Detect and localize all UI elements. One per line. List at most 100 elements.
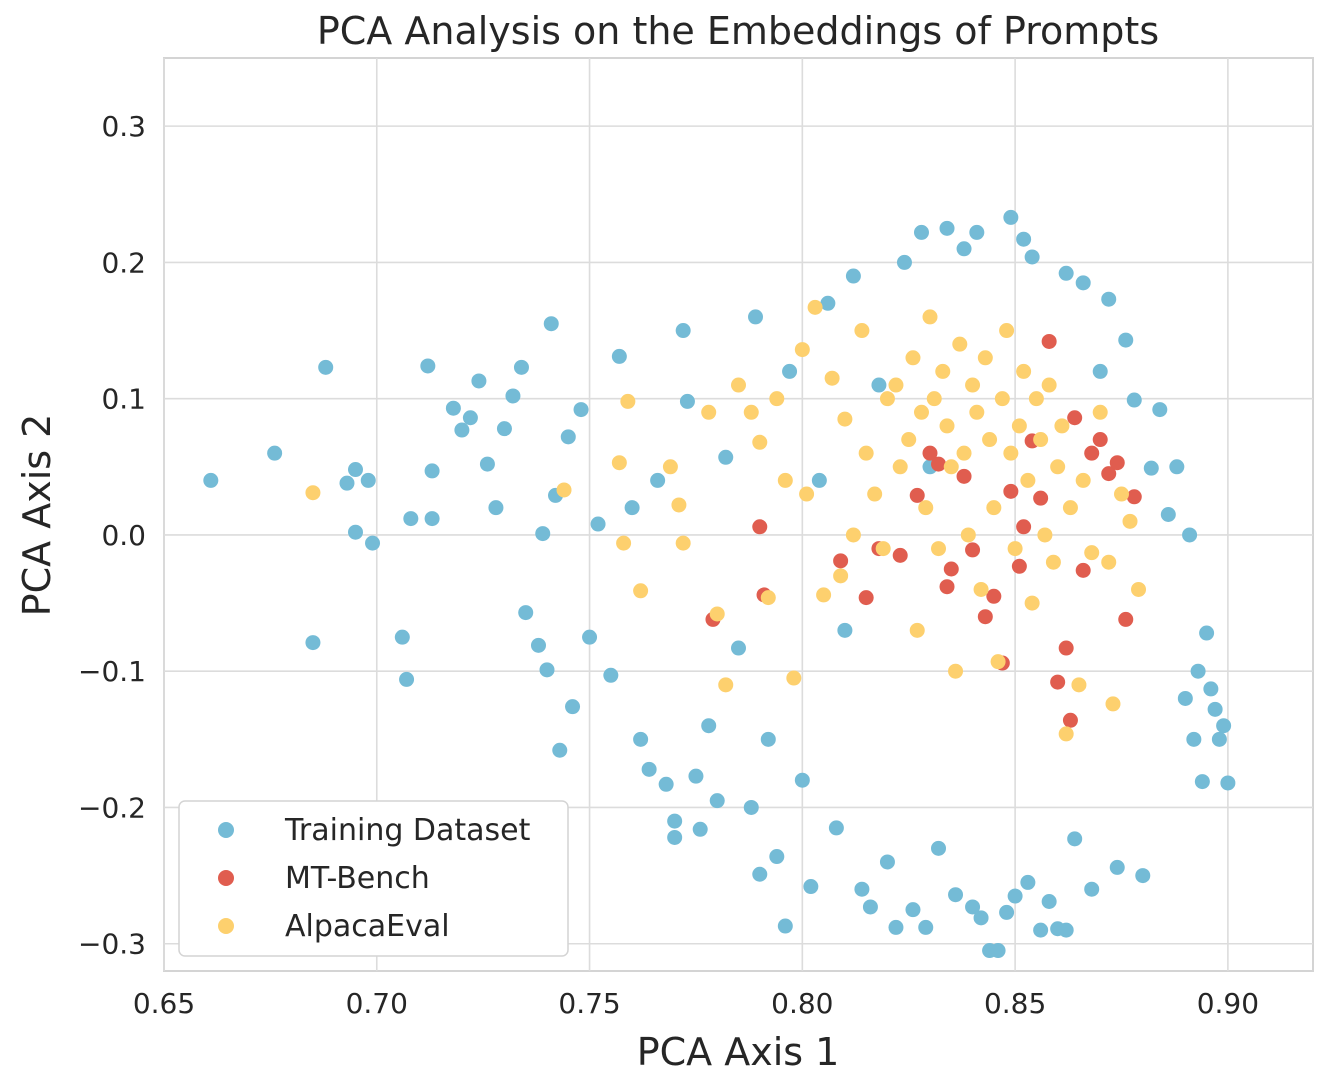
point-alpacaeval — [1062, 500, 1078, 516]
point-training-dataset — [1216, 718, 1232, 734]
point-training-dataset — [782, 363, 798, 379]
point-training-dataset — [965, 899, 981, 915]
point-training-dataset — [267, 445, 283, 461]
point-mt-bench — [1058, 640, 1074, 656]
point-alpacaeval — [1054, 418, 1070, 434]
point-alpacaeval — [888, 377, 904, 393]
point-alpacaeval — [709, 606, 725, 622]
point-alpacaeval — [1114, 486, 1129, 502]
point-training-dataset — [611, 348, 627, 364]
point-alpacaeval — [948, 663, 964, 679]
point-mt-bench — [943, 561, 959, 577]
point-training-dataset — [1220, 775, 1236, 791]
legend-marker-training-dataset — [218, 822, 234, 838]
point-alpacaeval — [794, 342, 810, 358]
point-training-dataset — [709, 793, 725, 809]
point-training-dataset — [365, 535, 381, 551]
point-alpacaeval — [786, 670, 802, 686]
point-training-dataset — [1058, 922, 1074, 938]
point-training-dataset — [1152, 402, 1168, 418]
point-training-dataset — [777, 918, 793, 934]
y-tick-label: −0.3 — [78, 928, 146, 961]
point-training-dataset — [1199, 625, 1215, 641]
point-alpacaeval — [977, 350, 993, 366]
point-training-dataset — [403, 511, 419, 527]
point-alpacaeval — [1071, 677, 1087, 693]
point-training-dataset — [667, 813, 683, 829]
point-training-dataset — [603, 667, 619, 683]
point-mt-bench — [939, 579, 955, 595]
point-mt-bench — [1092, 432, 1108, 448]
point-training-dataset — [1007, 888, 1023, 904]
point-alpacaeval — [1131, 581, 1147, 597]
point-alpacaeval — [1016, 363, 1032, 379]
legend: Training Dataset MT-Bench AlpacaEval — [178, 800, 569, 957]
point-training-dataset — [530, 637, 546, 653]
point-alpacaeval — [1024, 595, 1040, 611]
point-alpacaeval — [769, 391, 785, 407]
point-training-dataset — [1135, 868, 1151, 884]
point-training-dataset — [888, 919, 904, 935]
point-training-dataset — [539, 662, 555, 678]
point-alpacaeval — [939, 418, 955, 434]
point-training-dataset — [462, 410, 478, 426]
y-tick-label: 0.1 — [101, 383, 146, 416]
point-alpacaeval — [1084, 545, 1100, 561]
point-alpacaeval — [743, 404, 759, 420]
point-mt-bench — [1011, 558, 1027, 574]
point-mt-bench — [1050, 674, 1066, 690]
legend-marker-alpacaeval — [218, 918, 234, 934]
point-alpacaeval — [611, 455, 627, 471]
point-alpacaeval — [905, 350, 921, 366]
point-training-dataset — [905, 902, 921, 918]
point-alpacaeval — [816, 587, 832, 603]
point-alpacaeval — [973, 581, 989, 597]
x-tick-label: 0.80 — [771, 987, 833, 1020]
point-alpacaeval — [969, 404, 985, 420]
point-training-dataset — [1041, 894, 1057, 910]
point-training-dataset — [1177, 690, 1193, 706]
point-alpacaeval — [986, 500, 1002, 516]
point-training-dataset — [969, 224, 985, 240]
point-training-dataset — [535, 526, 551, 542]
point-mt-bench — [956, 468, 972, 484]
point-training-dataset — [1160, 507, 1176, 522]
point-training-dataset — [399, 671, 415, 687]
point-alpacaeval — [879, 391, 895, 407]
point-mt-bench — [965, 542, 981, 558]
point-alpacaeval — [799, 486, 815, 502]
point-training-dataset — [913, 224, 929, 240]
point-training-dataset — [854, 881, 870, 897]
point-training-dataset — [348, 462, 363, 478]
point-mt-bench — [1003, 483, 1019, 499]
point-training-dataset — [990, 943, 1006, 959]
point-alpacaeval — [854, 323, 870, 339]
point-training-dataset — [743, 799, 759, 815]
point-training-dataset — [948, 887, 964, 903]
point-alpacaeval — [913, 404, 929, 420]
point-mt-bench — [931, 456, 947, 472]
point-alpacaeval — [918, 500, 934, 516]
point-alpacaeval — [752, 434, 768, 450]
point-training-dataset — [513, 359, 529, 375]
legend-label-training-dataset: Training Dataset — [284, 813, 531, 848]
point-training-dataset — [560, 429, 576, 445]
point-training-dataset — [582, 629, 598, 645]
point-alpacaeval — [982, 432, 998, 448]
point-mt-bench — [1041, 333, 1057, 349]
point-training-dataset — [752, 866, 768, 882]
point-training-dataset — [845, 268, 861, 284]
point-alpacaeval — [556, 482, 572, 498]
point-training-dataset — [1126, 392, 1142, 408]
point-training-dataset — [543, 316, 559, 332]
point-alpacaeval — [892, 459, 908, 475]
point-mt-bench — [1109, 455, 1125, 471]
point-alpacaeval — [620, 393, 636, 409]
point-training-dataset — [939, 220, 955, 236]
point-training-dataset — [445, 400, 461, 416]
point-alpacaeval — [701, 404, 717, 420]
point-training-dataset — [1143, 460, 1159, 476]
point-alpacaeval — [1050, 459, 1066, 475]
point-training-dataset — [1194, 774, 1210, 790]
point-training-dataset — [1207, 701, 1223, 717]
